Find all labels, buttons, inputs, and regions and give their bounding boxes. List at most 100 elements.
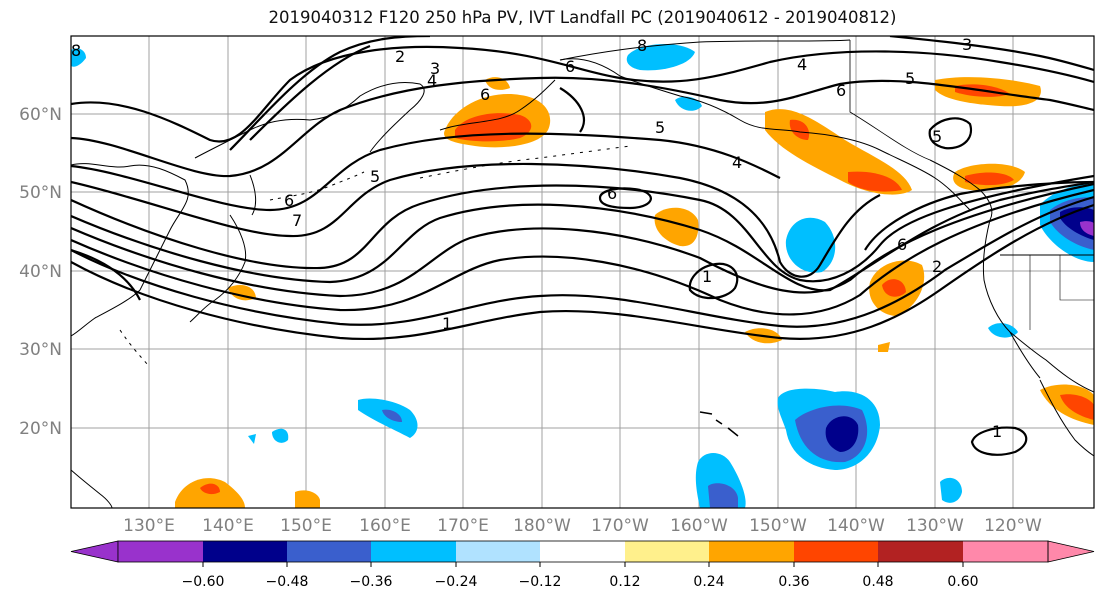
pv-contour: [864, 180, 1094, 251]
anomaly-positive: [295, 490, 320, 508]
pv-contour: [559, 87, 586, 133]
anomaly-negative: [988, 323, 1018, 338]
pv-contours: [71, 36, 1094, 456]
anomaly-negative: [272, 428, 289, 443]
colorbar-ticks: −0.60 −0.48 −0.36 −0.24 −0.12 0.12 0.24 …: [182, 574, 979, 590]
colorbar-tick-label: 0.12: [609, 574, 640, 590]
colorbar-segment: [709, 541, 794, 562]
lon-label: 140°W: [827, 516, 885, 536]
contour-label: 1: [702, 267, 712, 286]
baja-coast: [1009, 331, 1041, 379]
contour-label: 6: [480, 85, 490, 104]
contour-label: 2: [932, 257, 942, 276]
contour-label: 6: [565, 57, 575, 76]
lon-label: 140°E: [202, 516, 254, 536]
asia-coast: [71, 163, 189, 337]
sakhalin-coast: [249, 174, 257, 216]
anomaly-negative: [940, 477, 962, 503]
anomaly-positive-core: [1060, 394, 1094, 420]
pv-contour: [970, 426, 1028, 456]
map-title: 2019040312 F120 250 hPa PV, IVT Landfall…: [268, 8, 897, 27]
contour-label: 3: [962, 35, 972, 54]
bc-coast: [929, 159, 993, 221]
lon-label: 150°E: [280, 516, 332, 536]
lat-label: 20°N: [19, 419, 62, 439]
anomaly-negative-core: [825, 416, 859, 452]
pv-contour: [71, 180, 1094, 292]
contour-label: 6: [284, 191, 294, 210]
anomaly-positive-core: [848, 171, 902, 192]
anomaly-negative: [358, 398, 418, 438]
colorbar-segment: [878, 541, 963, 562]
lon-label: 170°E: [437, 516, 489, 536]
colorbar-tick-label: −0.12: [519, 574, 562, 590]
japan-coast: [189, 214, 247, 323]
colorbar-segment: [203, 541, 287, 562]
canada-border: [849, 40, 931, 161]
ryukyu-islands: [119, 329, 149, 366]
pv-contour: [71, 174, 1094, 283]
contour-label: 6: [897, 235, 907, 254]
anomaly-positive-core: [882, 279, 906, 297]
colorbar-tick-label: 0.48: [862, 574, 893, 590]
colorbar-segment: [118, 541, 203, 562]
anomaly-negative-mid: [708, 483, 738, 508]
pv-contour: [71, 162, 881, 278]
anomaly-negative: [626, 44, 695, 71]
anomaly-positive-core: [200, 483, 220, 495]
colorbar-segment: [456, 541, 540, 562]
lat-label: 40°N: [19, 262, 62, 282]
contour-label: 8: [637, 36, 647, 55]
pv-contour: [928, 117, 973, 150]
pv-contour: [249, 44, 371, 141]
anomaly-negative: [248, 434, 256, 444]
pv-contour: [889, 36, 1094, 72]
kamchatka-coast: [194, 82, 425, 159]
colorbar-frame: [117, 540, 1049, 563]
mexico-coast: [1039, 379, 1094, 457]
alaska-coast: [559, 58, 971, 211]
kuril-islands: [269, 171, 365, 201]
lon-label: 130°E: [123, 516, 175, 536]
pv-contour: [71, 203, 1094, 341]
us-state: [1059, 255, 1094, 301]
contour-label: 3: [430, 59, 440, 78]
colorbar-tick-label: 0.24: [693, 574, 724, 590]
lon-label: 120°W: [984, 516, 1042, 536]
contour-label: 6: [607, 184, 617, 203]
lat-label: 50°N: [19, 183, 62, 203]
lon-label: 130°W: [906, 516, 964, 536]
pv-contour: [71, 248, 141, 301]
map-frame: [70, 35, 1095, 509]
colorbar-tick-label: 0.36: [778, 574, 809, 590]
colorbar-tick-label: 0.60: [947, 574, 978, 590]
contour-labels: 2 3 4 5 6 7 6 6 5 4 6 5 4 6 1 1 6 2 1 3 …: [71, 35, 1002, 441]
lon-label: 150°W: [749, 516, 807, 536]
lon-label: 160°W: [670, 516, 728, 536]
contour-label: 7: [292, 211, 302, 230]
colorbar-segment: [540, 541, 625, 562]
colorbar-segment: [794, 541, 878, 562]
philippines-coast: [71, 469, 113, 508]
bering-coast: [439, 79, 556, 131]
colorbar-tick-label: −0.36: [350, 574, 393, 590]
contour-label: 4: [797, 55, 807, 74]
pv-contour: [71, 195, 1094, 328]
colorbar: [70, 540, 1095, 567]
pv-contour: [229, 36, 431, 151]
colorbar-tick-label: −0.24: [435, 574, 478, 590]
contour-label: 1: [442, 314, 452, 333]
pv-contour: [688, 262, 739, 300]
colorbar-segment: [287, 541, 371, 562]
lat-label: 30°N: [19, 340, 62, 360]
contour-label: 6: [836, 81, 846, 100]
aleutian-islands: [419, 145, 631, 179]
contour-label: 4: [427, 71, 437, 90]
colorbar-extend-high: [1047, 540, 1095, 563]
lon-label: 170°W: [591, 516, 649, 536]
coastlines: [71, 39, 1094, 508]
anomaly-positive: [654, 207, 699, 247]
anomaly-negative: [71, 48, 86, 67]
anomaly-positive: [878, 342, 890, 352]
colorbar-segment: [371, 541, 456, 562]
